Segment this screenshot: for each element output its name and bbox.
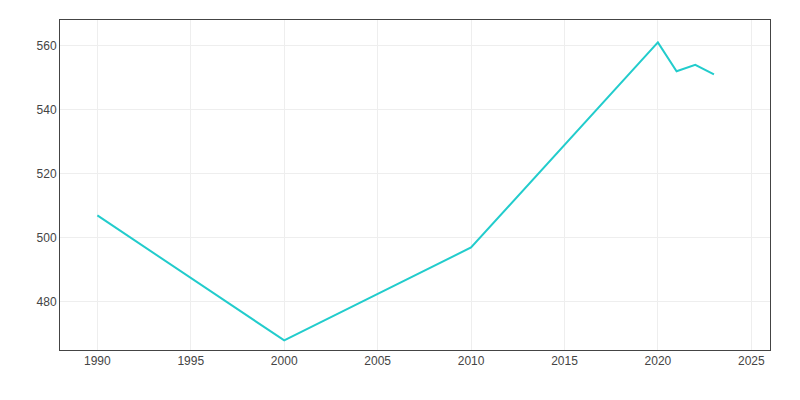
svg-text:2025: 2025 xyxy=(738,354,765,368)
svg-text:560: 560 xyxy=(37,39,57,53)
svg-text:480: 480 xyxy=(37,295,57,309)
svg-text:2005: 2005 xyxy=(364,354,391,368)
svg-text:2020: 2020 xyxy=(645,354,672,368)
svg-text:500: 500 xyxy=(37,231,57,245)
svg-text:1990: 1990 xyxy=(84,354,111,368)
svg-text:2010: 2010 xyxy=(458,354,485,368)
svg-text:540: 540 xyxy=(37,103,57,117)
svg-text:1995: 1995 xyxy=(177,354,204,368)
svg-text:520: 520 xyxy=(37,167,57,181)
svg-text:2000: 2000 xyxy=(271,354,298,368)
svg-text:2015: 2015 xyxy=(551,354,578,368)
